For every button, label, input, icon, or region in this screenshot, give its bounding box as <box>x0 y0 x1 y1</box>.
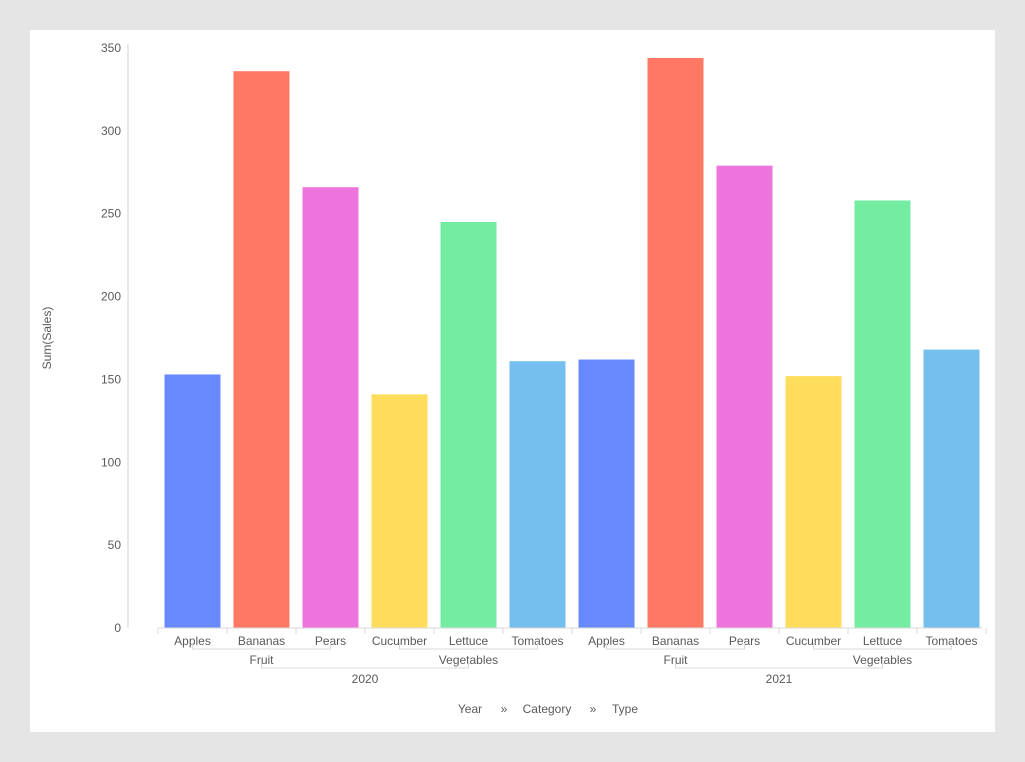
bar-2020-pears[interactable] <box>302 187 359 628</box>
x-tick-label-type: Tomatoes <box>511 634 563 648</box>
x-category-label: Vegetables <box>853 653 912 667</box>
hierarchy-separator: » <box>501 702 508 716</box>
y-tick-label: 100 <box>101 455 121 469</box>
category-bracket <box>813 643 952 650</box>
bars <box>164 57 980 628</box>
y-tick-label: 200 <box>101 290 121 304</box>
bar-2020-tomatoes[interactable] <box>509 361 566 628</box>
bar-2020-apples[interactable] <box>164 374 221 628</box>
x-tick-label-type: Bananas <box>652 634 699 648</box>
y-tick-label: 150 <box>101 372 121 386</box>
category-bracket <box>606 643 745 650</box>
bar-2020-bananas[interactable] <box>233 71 290 628</box>
bar-2021-apples[interactable] <box>578 359 635 628</box>
x-tick-label-type: Cucumber <box>372 634 427 648</box>
x-tick-label-type: Pears <box>729 634 760 648</box>
x-tick-label-type: Lettuce <box>863 634 903 648</box>
bar-2021-bananas[interactable] <box>647 57 704 628</box>
year-bracket <box>675 662 883 669</box>
bar-2021-lettuce[interactable] <box>854 200 911 628</box>
y-tick-label: 300 <box>101 124 121 138</box>
x-tick-label-type: Cucumber <box>786 634 841 648</box>
x-tick-label-type: Tomatoes <box>925 634 977 648</box>
category-bracket <box>399 643 538 650</box>
x-tick-label-type: Apples <box>588 634 625 648</box>
hierarchy-level-category[interactable]: Category <box>523 702 572 716</box>
y-tick-label: 0 <box>114 621 121 635</box>
x-year-label: 2020 <box>352 672 379 686</box>
hierarchy-level-type[interactable]: Type <box>612 702 638 716</box>
bar-2021-tomatoes[interactable] <box>923 349 980 628</box>
x-tick-label-type: Bananas <box>238 634 285 648</box>
chart-panel: 0 50 100 150 200 250 300 350 Sum(Sales) Apples B… <box>30 30 995 732</box>
bar-2021-pears[interactable] <box>716 165 773 628</box>
y-axis-title: Sum(Sales) <box>40 307 54 370</box>
x-axis: Apples Bananas Pears Cucumber Lettuce Tomatoe… <box>157 627 987 686</box>
hierarchy-level-year[interactable]: Year <box>458 702 482 716</box>
x-tick-label-type: Apples <box>174 634 211 648</box>
hierarchy-breadcrumb[interactable]: Year » Category » Type <box>458 702 638 716</box>
y-tick-label: 350 <box>101 41 121 55</box>
bar-2020-cucumber[interactable] <box>371 394 428 628</box>
x-tick-label-type: Pears <box>315 634 346 648</box>
hierarchy-separator: » <box>590 702 597 716</box>
y-tick-label: 250 <box>101 207 121 221</box>
x-tick-label-type: Lettuce <box>449 634 489 648</box>
x-year-label: 2021 <box>766 672 793 686</box>
bar-chart: 0 50 100 150 200 250 300 350 Sum(Sales) Apples B… <box>40 41 987 716</box>
x-category-label: Fruit <box>664 653 689 667</box>
bar-2020-lettuce[interactable] <box>440 222 497 628</box>
y-axis: 0 50 100 150 200 250 300 350 <box>101 41 129 635</box>
year-bracket <box>261 662 469 669</box>
x-category-label: Vegetables <box>439 653 498 667</box>
category-bracket <box>192 643 331 650</box>
x-category-label: Fruit <box>250 653 275 667</box>
y-tick-label: 50 <box>108 538 122 552</box>
bar-2021-cucumber[interactable] <box>785 376 842 628</box>
